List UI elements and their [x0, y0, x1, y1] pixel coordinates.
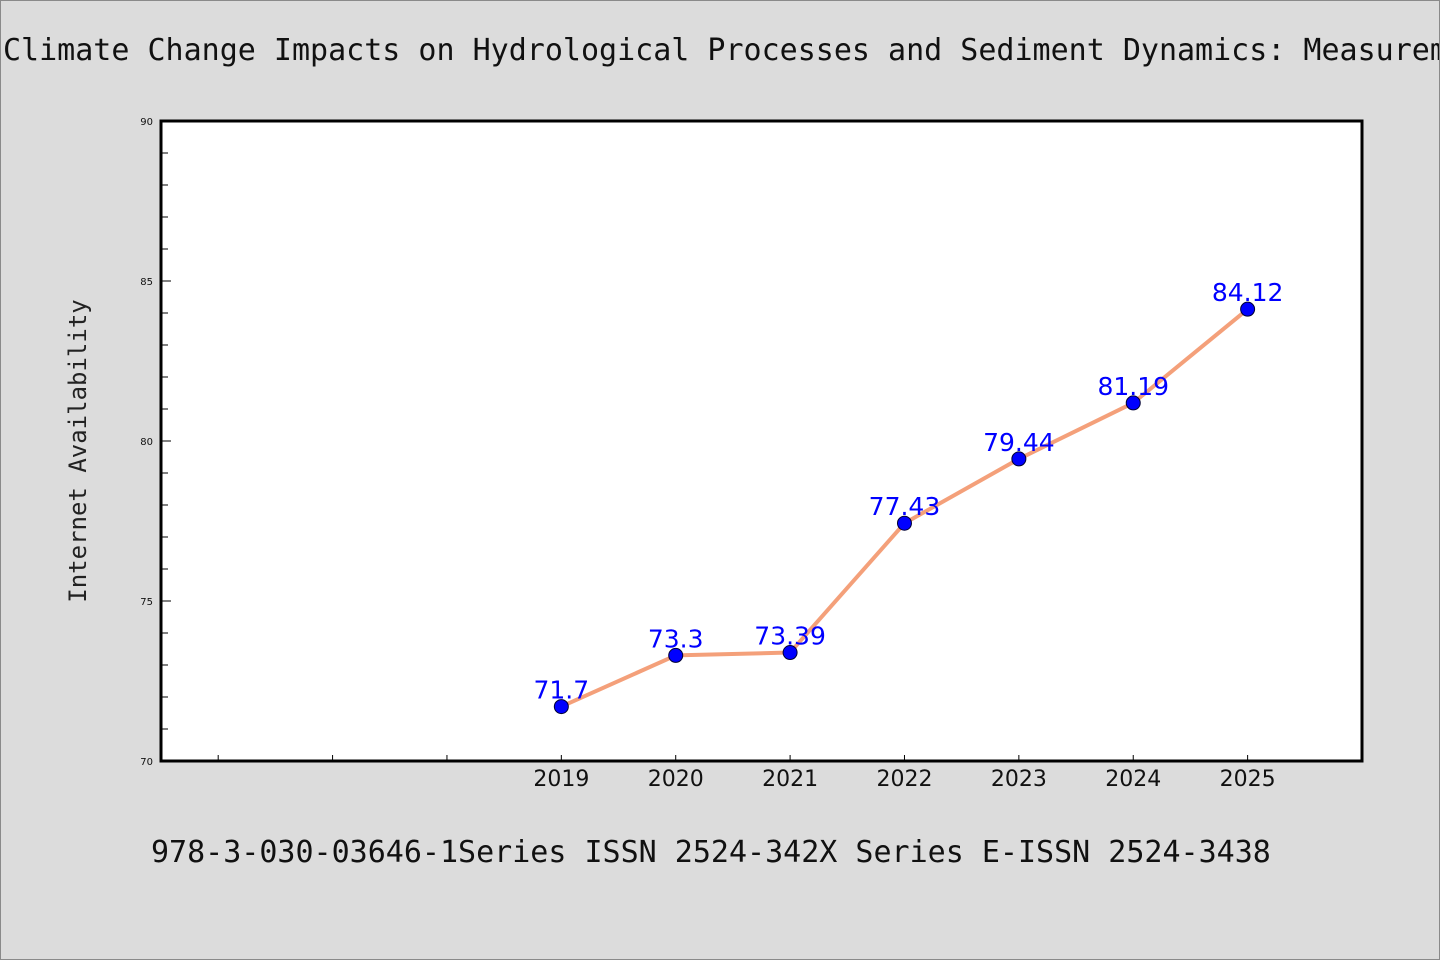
x-tick-label: 2023 [991, 767, 1047, 792]
x-tick-label: 2025 [1220, 767, 1276, 792]
x-axis: 2019 2020 2021 2022 2023 2024 2025 [217, 755, 1276, 792]
y-tick-label: 90 [140, 117, 153, 128]
data-label: 73.3 [648, 624, 704, 653]
x-tick-label: 2022 [876, 767, 932, 792]
plot-area [159, 119, 1364, 763]
data-point [1011, 451, 1027, 467]
data-label: 77.43 [869, 492, 941, 521]
data-point [668, 647, 684, 663]
data-labels: 71.7 73.3 73.39 77.43 79.44 81.19 84.12 [533, 278, 1283, 704]
x-tick-label: 2020 [648, 767, 704, 792]
data-label: 79.44 [983, 428, 1055, 457]
data-point [1125, 395, 1141, 411]
data-point [782, 645, 798, 661]
data-label: 84.12 [1212, 278, 1284, 307]
data-label: 73.39 [754, 622, 826, 651]
y-tick-label: 80 [140, 437, 153, 448]
x-tick-label: 2021 [762, 767, 818, 792]
data-point [1240, 301, 1256, 317]
data-point [896, 515, 912, 531]
y-tick-label: 85 [140, 277, 153, 288]
chart-title: Climate Change Impacts on Hydrological P… [3, 33, 1440, 68]
data-label: 71.7 [533, 676, 589, 705]
data-point [553, 699, 569, 715]
x-tick-label: 2019 [533, 767, 589, 792]
y-axis: 70 75 80 85 90 [140, 117, 171, 768]
y-tick-label: 70 [140, 757, 153, 768]
x-tick-label: 2024 [1105, 767, 1161, 792]
y-tick-label: 75 [140, 597, 153, 608]
y-axis-label: Internet Availability [64, 299, 92, 602]
data-points [553, 301, 1256, 715]
data-label: 81.19 [1097, 372, 1169, 401]
chart-footer: 978-3-030-03646-1Series ISSN 2524-342X S… [151, 835, 1271, 870]
